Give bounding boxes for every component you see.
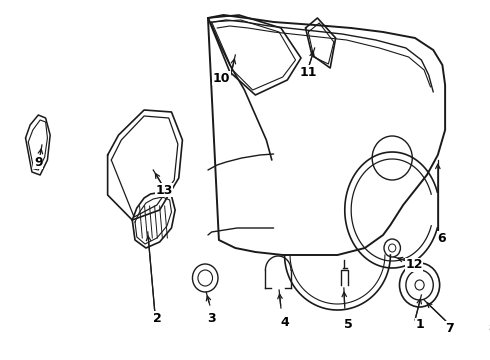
Text: 11: 11 (299, 66, 317, 78)
Text: 12: 12 (405, 258, 423, 271)
Text: 8: 8 (488, 321, 490, 334)
Text: 1: 1 (415, 319, 424, 332)
Text: 10: 10 (213, 72, 230, 85)
Text: 9: 9 (34, 156, 43, 168)
Text: 2: 2 (152, 311, 161, 324)
Text: 4: 4 (280, 315, 289, 328)
Text: 13: 13 (155, 184, 173, 197)
Text: 7: 7 (445, 321, 454, 334)
Text: 3: 3 (207, 311, 216, 324)
Text: 5: 5 (344, 319, 353, 332)
Text: 6: 6 (437, 231, 446, 244)
